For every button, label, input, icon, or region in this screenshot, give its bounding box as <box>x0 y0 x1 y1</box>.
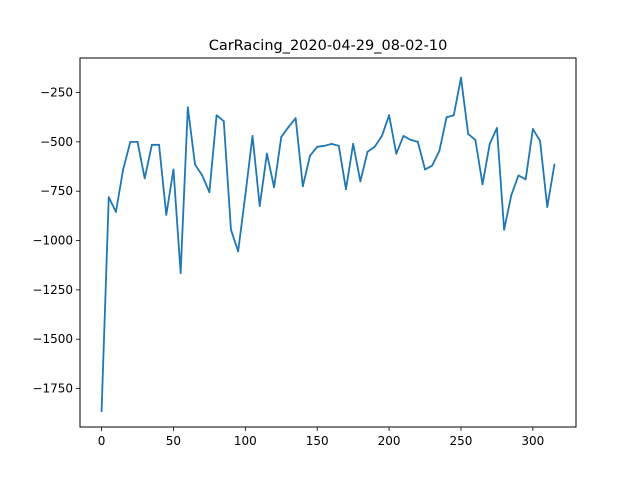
data-point <box>373 145 376 148</box>
y-tick-label: −250 <box>40 86 73 100</box>
y-tick-label: −1250 <box>32 283 73 297</box>
data-point <box>431 164 434 167</box>
data-point <box>107 196 110 199</box>
data-point <box>287 126 290 128</box>
data-point <box>165 213 168 216</box>
data-point <box>524 178 527 181</box>
chart-title: CarRacing_2020-04-29_08-02-10 <box>209 38 448 54</box>
data-point <box>100 410 103 413</box>
x-tick-label: 300 <box>521 434 544 448</box>
data-point <box>237 250 240 253</box>
data-point <box>273 186 275 189</box>
data-point <box>208 191 211 194</box>
data-point <box>388 114 390 117</box>
data-point <box>143 177 146 180</box>
data-series-line <box>100 76 556 412</box>
data-point <box>301 185 304 188</box>
data-point <box>122 168 125 171</box>
data-points <box>100 76 556 413</box>
data-point <box>366 150 369 153</box>
data-point <box>323 144 326 147</box>
data-point <box>316 145 319 148</box>
data-point <box>251 135 254 137</box>
data-point <box>266 152 268 155</box>
data-point <box>158 143 160 146</box>
data-point <box>496 127 498 129</box>
data-point <box>460 76 462 79</box>
data-point <box>309 154 311 157</box>
data-point <box>201 174 204 177</box>
data-point <box>294 117 297 120</box>
data-point <box>531 128 534 130</box>
x-tick-label: 50 <box>166 434 181 448</box>
data-point <box>352 142 355 145</box>
plot-area-frame <box>79 57 577 428</box>
data-point <box>510 194 513 197</box>
data-point <box>136 140 139 143</box>
y-axis: −1750 −1500 −1250 −1000 −750 −500 −250 <box>32 86 80 396</box>
data-point <box>452 114 455 117</box>
data-point <box>222 120 225 123</box>
data-point <box>395 152 398 155</box>
data-point <box>330 142 333 145</box>
data-point <box>186 106 189 109</box>
y-tick-label: −750 <box>40 184 73 198</box>
x-axis: 0 50 100 150 200 250 300 <box>98 427 544 448</box>
data-point <box>258 205 261 207</box>
data-point <box>445 116 448 119</box>
data-point <box>150 143 153 146</box>
x-tick-label: 0 <box>98 434 106 448</box>
data-point <box>438 149 441 152</box>
x-tick-label: 200 <box>378 434 401 448</box>
x-tick-label: 150 <box>306 434 329 448</box>
data-point <box>381 135 383 137</box>
data-point <box>337 144 340 147</box>
x-tick-label: 250 <box>450 434 473 448</box>
data-point <box>215 114 218 117</box>
data-point <box>409 138 412 141</box>
data-point <box>179 272 182 274</box>
data-point <box>244 194 247 197</box>
data-point <box>553 163 556 166</box>
y-tick-label: −1500 <box>32 332 73 346</box>
data-point <box>280 136 283 138</box>
data-point <box>115 211 117 213</box>
y-tick-label: −1750 <box>32 382 73 396</box>
x-tick-label: 100 <box>234 434 257 448</box>
data-point <box>402 135 405 137</box>
data-point <box>539 139 541 142</box>
data-point <box>488 142 491 145</box>
data-point <box>345 188 347 191</box>
data-point <box>503 228 506 231</box>
data-point <box>359 180 362 183</box>
data-point <box>546 206 549 208</box>
data-point <box>481 183 484 186</box>
data-point <box>194 163 196 166</box>
data-point <box>172 168 175 171</box>
data-point <box>467 133 470 135</box>
data-point <box>416 140 419 143</box>
data-point <box>424 168 426 171</box>
data-point <box>517 174 520 177</box>
data-point <box>474 138 477 141</box>
y-tick-label: −500 <box>40 135 73 149</box>
y-tick-label: −1000 <box>32 234 73 248</box>
data-point <box>129 140 132 143</box>
data-point <box>230 228 232 231</box>
